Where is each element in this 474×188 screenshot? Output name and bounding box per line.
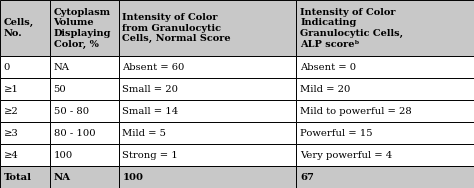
- Bar: [0, 100, 50, 122]
- Text: 50 - 80: 50 - 80: [54, 107, 89, 116]
- Text: Small = 20: Small = 20: [122, 85, 178, 94]
- Bar: [296, 166, 474, 188]
- Bar: [296, 78, 474, 100]
- Text: Mild = 20: Mild = 20: [300, 85, 350, 94]
- Text: 100: 100: [54, 151, 73, 160]
- Bar: [296, 144, 474, 166]
- Text: 0: 0: [4, 63, 10, 72]
- Bar: [50, 122, 118, 144]
- Text: Intensity of Color
from Granulocytic
Cells, Normal Score: Intensity of Color from Granulocytic Cel…: [122, 13, 231, 43]
- Bar: [118, 78, 296, 100]
- Text: 67: 67: [300, 173, 314, 182]
- Bar: [50, 166, 118, 188]
- Bar: [50, 100, 118, 122]
- Text: Cytoplasm
Volume
Displaying
Color, %: Cytoplasm Volume Displaying Color, %: [54, 8, 111, 49]
- Bar: [296, 100, 474, 122]
- Text: NA: NA: [54, 173, 71, 182]
- Bar: [0, 122, 50, 144]
- Text: 100: 100: [122, 173, 143, 182]
- Text: Absent = 0: Absent = 0: [300, 63, 356, 72]
- Text: Powerful = 15: Powerful = 15: [300, 129, 373, 138]
- Bar: [118, 56, 296, 78]
- Bar: [296, 56, 474, 78]
- Bar: [0, 56, 50, 78]
- Bar: [50, 56, 118, 78]
- Text: Strong = 1: Strong = 1: [122, 151, 178, 160]
- Text: Intensity of Color
Indicating
Granulocytic Cells,
ALP scoreᵇ: Intensity of Color Indicating Granulocyt…: [300, 8, 403, 49]
- Bar: [50, 0, 118, 56]
- Bar: [0, 144, 50, 166]
- Text: ≥4: ≥4: [4, 151, 18, 160]
- Text: Mild = 5: Mild = 5: [122, 129, 166, 138]
- Text: Total: Total: [4, 173, 32, 182]
- Text: 80 - 100: 80 - 100: [54, 129, 95, 138]
- Bar: [118, 0, 296, 56]
- Text: ≥2: ≥2: [4, 107, 18, 116]
- Bar: [50, 144, 118, 166]
- Bar: [0, 0, 50, 56]
- Text: Small = 14: Small = 14: [122, 107, 179, 116]
- Bar: [0, 166, 50, 188]
- Text: ≥1: ≥1: [4, 85, 18, 94]
- Bar: [118, 166, 296, 188]
- Text: NA: NA: [54, 63, 70, 72]
- Text: Very powerful = 4: Very powerful = 4: [300, 151, 392, 160]
- Text: Absent = 60: Absent = 60: [122, 63, 185, 72]
- Text: Cells,
No.: Cells, No.: [4, 18, 34, 38]
- Text: 50: 50: [54, 85, 66, 94]
- Bar: [118, 122, 296, 144]
- Bar: [0, 78, 50, 100]
- Bar: [296, 0, 474, 56]
- Bar: [296, 122, 474, 144]
- Bar: [118, 100, 296, 122]
- Bar: [118, 144, 296, 166]
- Text: Mild to powerful = 28: Mild to powerful = 28: [300, 107, 412, 116]
- Text: ≥3: ≥3: [4, 129, 18, 138]
- Bar: [50, 78, 118, 100]
